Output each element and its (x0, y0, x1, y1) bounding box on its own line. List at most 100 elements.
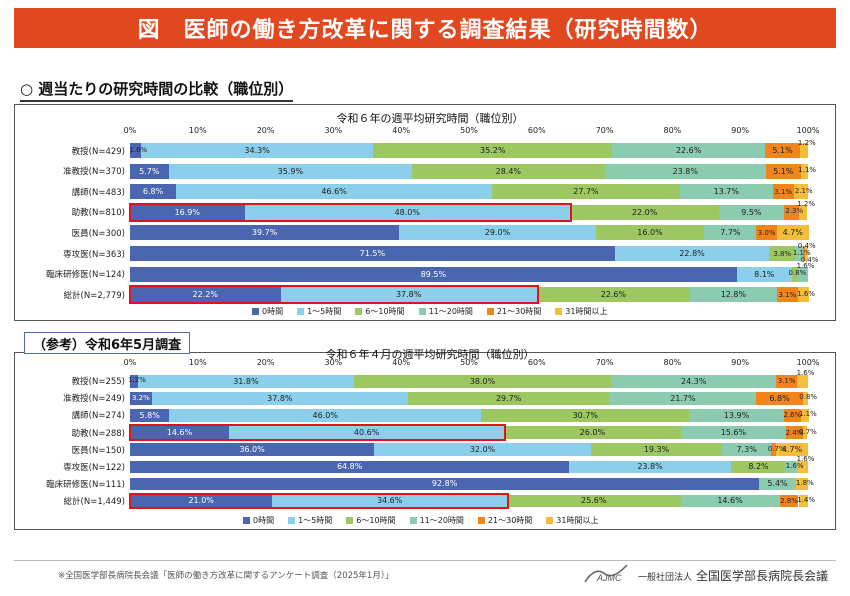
x-axis-tick: 80% (663, 126, 682, 135)
data-label: 1.4% (797, 495, 816, 504)
reference-label: （参考）令和6年5月調査 (24, 332, 191, 354)
highlight-box (129, 492, 509, 510)
bar-segment: 39.7% (130, 225, 400, 241)
x-axis-tick: 20% (256, 126, 275, 135)
category-label: 総計(N=1,449) (63, 496, 125, 507)
x-axis-tick: 50% (460, 358, 478, 367)
legend-swatch (297, 308, 305, 315)
category-label: 准教授(N=249) (63, 394, 125, 405)
legend-swatch (355, 308, 363, 315)
chart-title: 令和６年の週平均研究時間（職位別） (336, 112, 524, 125)
bar-segment (793, 184, 808, 200)
bar-segment: 24.3% (611, 375, 777, 388)
chart-legend: 0時間 1～5時間 6～10時間 11～20時間 21～30時間 31時間以上 (243, 515, 598, 526)
bar-segment: 8.2% (730, 460, 787, 473)
bar-segment: 4.7% (776, 443, 808, 456)
bar-segment: 5.1% (765, 143, 800, 158)
data-label: 1.8% (795, 478, 814, 487)
x-axis-tick: 10% (188, 358, 207, 367)
legend-label: 11～20時間 (419, 516, 464, 525)
bar-segment (797, 375, 808, 388)
bar-segment: 71.5% (130, 246, 615, 261)
legend-label: 1～5時間 (298, 516, 333, 525)
bar-segment: 46.6% (176, 184, 493, 200)
category-label: 医員(N=300) (71, 228, 125, 239)
bar-segment (797, 266, 808, 282)
x-axis-tick: 70% (595, 126, 614, 135)
bar-segment: 22.6% (536, 287, 691, 303)
bar-segment: 16.0% (595, 225, 705, 241)
legend-swatch (477, 517, 485, 524)
bar-segment: 34.3% (140, 143, 374, 158)
bar-segment: 4.7% (776, 225, 809, 241)
data-label: 0.4% (800, 255, 819, 264)
legend-swatch (418, 308, 426, 315)
data-label: 0.7% (767, 444, 786, 453)
bar-segment: 5.4% (759, 477, 796, 491)
bar-segment: 37.8% (280, 287, 537, 303)
x-axis-tick: 90% (731, 358, 750, 367)
bar-segment: 23.8% (604, 163, 766, 179)
bar-segment: 3.1% (776, 287, 798, 303)
bar-segment: 8.1% (736, 266, 792, 282)
bar-segment: 14.6% (130, 426, 229, 439)
bar-segment: 22.2% (130, 287, 281, 303)
bar-segment: 14.6% (680, 494, 780, 508)
bar-segment (799, 204, 808, 220)
section-heading: ○ 週当たりの研究時間の比較（職位別） (20, 78, 294, 102)
bar-segment: 2.6% (784, 409, 801, 422)
bar-segment (786, 460, 798, 473)
category-label: 医員(N=150) (71, 445, 125, 456)
data-label: 1.6% (797, 289, 816, 298)
legend-label: 6～10時間 (365, 307, 405, 316)
bar-segment: 89.5% (130, 266, 737, 282)
data-label: 1.1% (798, 166, 817, 175)
bar-segment (799, 143, 808, 158)
bar-segment: 3.8% (769, 246, 796, 261)
bar-segment: 32.0% (374, 443, 592, 456)
bar-segment: 6.8% (130, 184, 177, 200)
x-axis-tick: 0% (123, 358, 137, 367)
bar-segment: 30.7% (481, 409, 690, 422)
data-label: 2.3% (785, 207, 804, 216)
bar-segment: 22.8% (614, 246, 770, 261)
bar-segment: 3.1% (772, 184, 794, 200)
x-axis-tick: 70% (595, 358, 614, 367)
highlight-box (129, 202, 573, 222)
bar-segment (798, 494, 808, 508)
bar-segment: 6.8% (756, 392, 803, 405)
bar-segment (130, 375, 139, 388)
bar-segment: 29.7% (407, 392, 610, 405)
legend-item: 0時間 (252, 306, 283, 317)
bar-segment (130, 143, 141, 158)
legend-swatch (409, 517, 417, 524)
legend-label: 0時間 (262, 307, 284, 316)
bar-segment (797, 287, 809, 303)
category-label: 助教(N=810) (71, 208, 125, 219)
bar-segment (797, 460, 808, 473)
bar-segment: 38.0% (353, 375, 612, 388)
x-axis-tick: 40% (392, 358, 411, 367)
bar-segment: 26.0% (504, 426, 681, 439)
x-axis-tick: 100% (796, 358, 820, 367)
organization-prefix: 一般社団法人 (638, 573, 693, 583)
category-label: 専攻医(N=363) (63, 249, 125, 260)
legend-item: 31時間以上 (555, 306, 607, 317)
legend-label: 31時間以上 (565, 307, 608, 316)
bar-segment: 25.6% (506, 494, 681, 508)
legend-label: 31時間以上 (556, 516, 599, 525)
bar-segment: 13.7% (679, 184, 773, 200)
bar-segment: 34.6% (272, 494, 507, 508)
bar-segment (791, 266, 798, 282)
bar-segment: 40.6% (228, 426, 505, 439)
category-label: 臨床研修医(N=111) (46, 479, 125, 490)
category-label: 教授(N=255) (71, 377, 125, 388)
legend-item: 6～10時間 (355, 306, 405, 317)
bar-segment: 16.9% (130, 204, 245, 220)
bar-segment: 3.1% (776, 375, 798, 388)
bar-segment: 35.2% (373, 143, 613, 158)
bar-segment (802, 392, 808, 405)
bar-segment: 23.8% (569, 460, 731, 473)
bar-segment (795, 477, 808, 491)
bar-segment (805, 246, 808, 261)
